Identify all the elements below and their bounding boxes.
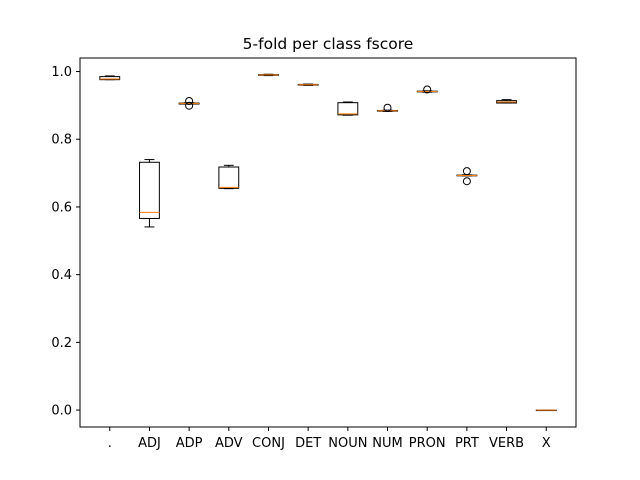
plot-area: 0.0 0.2 0.4 0.6 0.8 1.0. ADJ ADP ADV CONJ DET NOUN N… xyxy=(51,65,557,451)
box-6 xyxy=(337,102,359,116)
chart-title: 5-fold per class fscore xyxy=(243,35,414,53)
x-tick-label: NUM xyxy=(372,436,402,451)
box-1 xyxy=(139,161,160,219)
y-tick-label: 0.8 xyxy=(51,133,72,148)
flier-point xyxy=(185,96,194,105)
axes-frame xyxy=(79,57,577,428)
flier-point xyxy=(383,103,392,112)
box-0 xyxy=(99,76,121,81)
flier-point xyxy=(462,177,471,186)
x-tick-label: ADJ xyxy=(138,436,161,451)
flier-point xyxy=(462,167,471,176)
x-tick-label: ADP xyxy=(176,436,203,451)
y-tick-label: 0.2 xyxy=(51,336,72,351)
y-tick-label: 1.0 xyxy=(51,65,72,80)
y-tick-label: 0.0 xyxy=(51,404,72,419)
x-tick-label: DET xyxy=(295,436,321,451)
y-tick-label: 0.4 xyxy=(51,268,72,283)
flier-point xyxy=(185,101,194,110)
x-tick-label: VERB xyxy=(489,436,524,451)
x-tick-label: NOUN xyxy=(328,436,367,451)
y-tick-label: 0.6 xyxy=(51,200,72,215)
x-tick-label: PRT xyxy=(455,436,479,451)
x-tick-label: . xyxy=(108,436,112,451)
x-tick-label: PRON xyxy=(409,436,446,451)
box-3 xyxy=(218,166,240,189)
x-tick-label: X xyxy=(542,436,551,451)
flier-point xyxy=(423,85,432,94)
x-tick-label: CONJ xyxy=(252,436,285,451)
x-tick-label: ADV xyxy=(215,436,243,451)
